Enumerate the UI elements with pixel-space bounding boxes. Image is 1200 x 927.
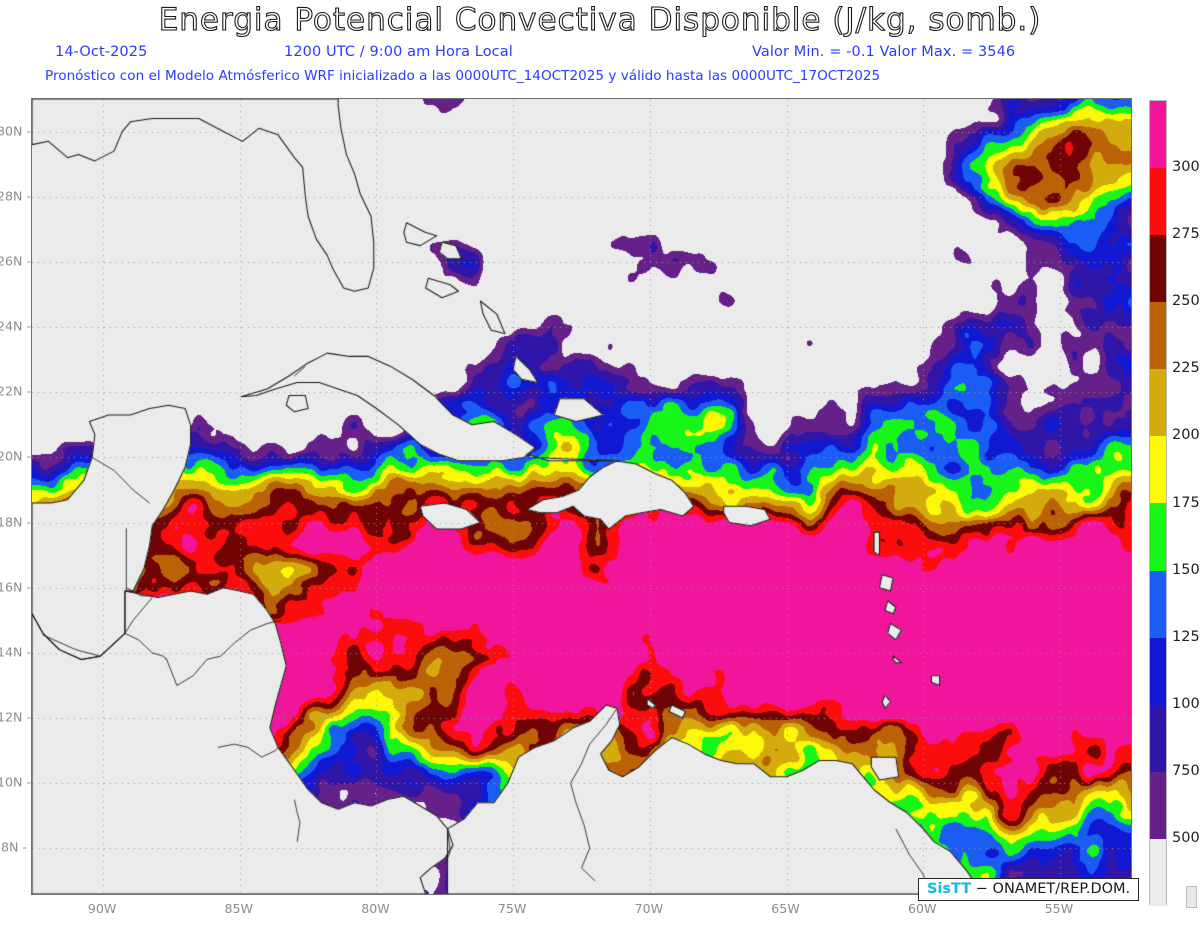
colorbar-band[interactable] <box>1150 369 1166 437</box>
colorbar-band[interactable] <box>1150 168 1166 236</box>
sistt-brand-label: SisTT <box>927 881 972 897</box>
y-axis-tick: 16N - <box>0 579 31 595</box>
y-axis-tick: 8N - <box>1 839 27 855</box>
colorbar-band[interactable] <box>1150 503 1166 571</box>
x-axis-tick: 55W <box>1044 901 1074 916</box>
y-axis-tick: 10N - <box>0 774 31 790</box>
colorbar-tick-label: 3000 <box>1172 159 1200 176</box>
value-range-label: Valor Min. = -0.1 Valor Max. = 3546 <box>752 44 1016 60</box>
x-axis-tick: 70W <box>634 901 664 916</box>
y-axis-tick: 12N - <box>0 709 31 725</box>
colorbar-tick-label: 1250 <box>1172 628 1200 645</box>
colorbar-band[interactable] <box>1150 235 1166 303</box>
page-title: Energia Potencial Convectiva Disponible … <box>158 1 1042 38</box>
colorbar-band[interactable] <box>1150 704 1166 772</box>
x-axis-tick: 90W <box>87 901 117 916</box>
colorbar-tick-label: 1500 <box>1172 561 1200 578</box>
colorbar-band[interactable] <box>1150 771 1166 839</box>
y-axis-tick: 28N - <box>0 188 31 204</box>
colorbar-tick-label: 1000 <box>1172 695 1200 712</box>
chart-header: Energia Potencial Convectiva Disponible … <box>0 0 1200 96</box>
colorbar-band[interactable] <box>1150 302 1166 370</box>
x-axis-tick: 85W <box>224 901 254 916</box>
forecast-valid-time: 1200 UTC / 9:00 am Hora Local <box>284 44 513 60</box>
x-axis-tick: 65W <box>771 901 800 916</box>
y-axis-tick: 30N - <box>0 123 31 139</box>
x-axis-tick: 60W <box>907 901 937 916</box>
cape-contour-field <box>32 99 1131 894</box>
colorbar-band[interactable] <box>1150 570 1166 638</box>
colorbar-tick-label: 2250 <box>1172 360 1200 377</box>
x-axis-tick: 75W <box>497 901 527 916</box>
colorbar-tick-label: 2000 <box>1172 427 1200 444</box>
map-plot-area[interactable] <box>31 98 1132 895</box>
colorbar-tick-label: 500 <box>1172 829 1200 846</box>
colorbar-band[interactable] <box>1150 637 1166 705</box>
y-axis-tick: 14N - <box>0 644 31 660</box>
colorbar-tick-label: 750 <box>1172 762 1200 779</box>
forecast-date: 14-Oct-2025 <box>55 44 148 60</box>
y-axis-tick: 26N - <box>0 253 31 269</box>
colorbar-legend[interactable] <box>1149 100 1167 906</box>
colorbar-band[interactable] <box>1150 838 1166 906</box>
colorbar-tick-label: 2750 <box>1172 226 1200 243</box>
y-axis-tick: 18N - <box>0 514 31 530</box>
colorbar-band[interactable] <box>1150 101 1166 169</box>
colorbar-band[interactable] <box>1150 436 1166 504</box>
colorbar-tick-label: 2500 <box>1172 293 1200 310</box>
window-edge-sliver <box>1186 886 1197 908</box>
credit-watermark: SisTT − ONAMET/REP.DOM. <box>918 878 1140 901</box>
agency-label: − ONAMET/REP.DOM. <box>971 881 1131 897</box>
colorbar-tick-label: 1750 <box>1172 494 1200 511</box>
y-axis-tick: 24N - <box>0 318 31 334</box>
model-description: Pronóstico con el Modelo Atmósferico WRF… <box>45 68 881 84</box>
y-axis-tick: 20N - <box>0 448 31 464</box>
x-axis-tick: 80W <box>361 901 390 916</box>
y-axis-tick: 22N - <box>0 383 31 399</box>
